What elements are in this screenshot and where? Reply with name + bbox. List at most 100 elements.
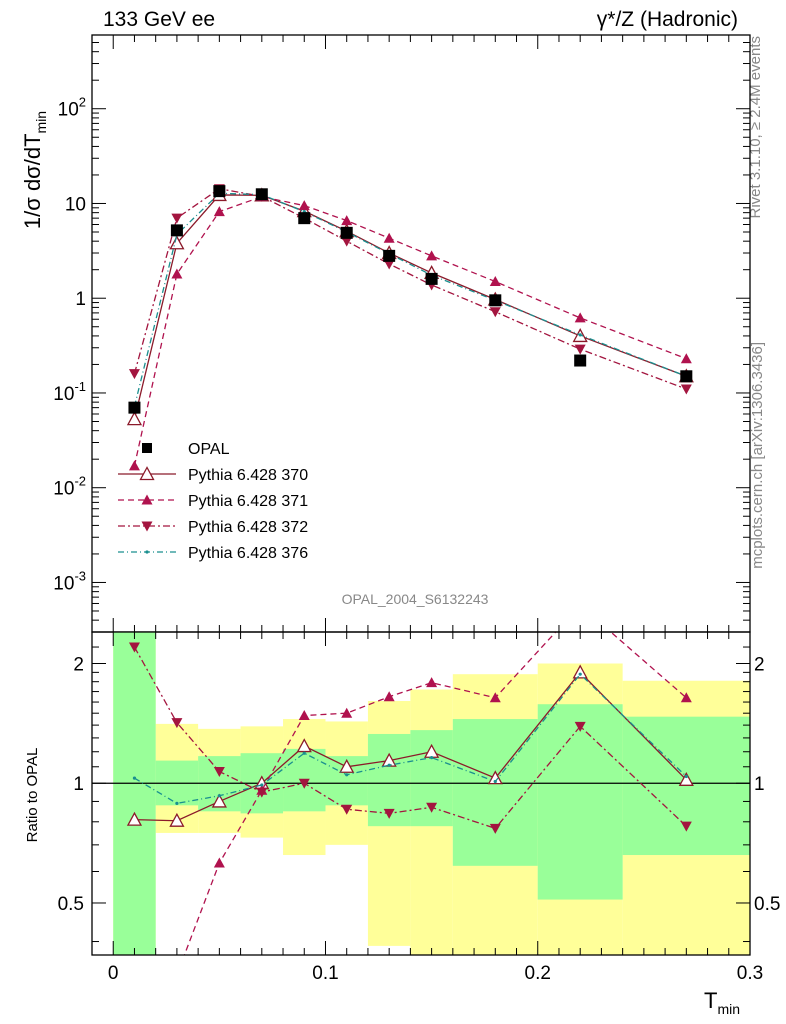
main-plot-area	[126, 184, 694, 471]
ratio-point-p372	[298, 778, 310, 789]
main-point-p371	[298, 200, 310, 211]
ratio-y-tick-label-right: 0.5	[754, 894, 780, 915]
main-point-p372	[489, 307, 501, 318]
x-axis-label: Tmin	[704, 988, 740, 1017]
ratio-point-p370	[169, 812, 185, 827]
main-line-p371	[133, 195, 687, 467]
main-y-axis-label: 1/σ dσ/dTmin	[20, 111, 49, 229]
legend-marker-p371	[141, 494, 153, 505]
ratio-point-p372	[128, 642, 140, 653]
main-point-p371	[213, 206, 225, 217]
main-point-opal	[298, 212, 311, 225]
main-point-p371	[489, 276, 501, 287]
legend-label-p372: Pythia 6.428 372	[188, 519, 308, 536]
main-point-opal	[255, 188, 268, 201]
ratio-point-p370	[339, 758, 355, 773]
main-y-tick-label: 10-1	[53, 379, 86, 405]
legend-label-p371: Pythia 6.428 371	[188, 493, 308, 510]
main-point-p372	[171, 213, 183, 224]
main-point-opal	[213, 185, 226, 198]
x-tick-label: 0.1	[312, 963, 338, 984]
legend-label-p376: Pythia 6.428 376	[188, 545, 308, 562]
ratio-point-p376	[217, 794, 221, 798]
main-panel: 10-3 10-2 10-1 1 10 102 OPAL_2004_S6132243 1/…	[20, 34, 751, 633]
main-point-p372	[680, 384, 692, 395]
main-frame	[91, 34, 751, 633]
x-tick-label: 0.3	[737, 963, 763, 984]
main-y-tick-label: 10	[65, 194, 86, 215]
ratio-frame	[91, 631, 751, 956]
ratio-point-p371	[298, 710, 310, 721]
main-point-p372	[383, 259, 395, 270]
main-point-p371	[680, 353, 692, 364]
main-point-opal	[425, 272, 438, 285]
main-point-opal	[340, 226, 353, 239]
ratio-y-tick-label-left: 1	[73, 774, 84, 795]
ratio-point-p376	[493, 779, 497, 784]
header-left: 133 GeV ee	[103, 8, 215, 31]
ratio-point-p371	[129, 1017, 140, 1024]
main-point-p371	[171, 268, 183, 279]
header-right: γ*/Z (Hadronic)	[597, 8, 738, 31]
ratio-axis-ticks: 0 0.1 0.2 0.3 0.5 0.5 1 1 2 2	[58, 632, 780, 984]
ratio-plot-area	[92, 632, 750, 1024]
ratio-point-p371	[489, 692, 501, 703]
ratio-point-p376	[132, 776, 137, 780]
analysis-label: OPAL_2004_S6132243	[342, 591, 489, 607]
ratio-panel: 0 0.1 0.2 0.3 0.5 0.5 1 1 2 2 Ratio to OPAL Tmin	[24, 631, 780, 1024]
legend-label-opal: OPAL	[188, 441, 230, 458]
ratio-y-tick-label-right: 2	[754, 654, 765, 675]
ratio-point-p371	[213, 857, 225, 868]
ratio-point-p376	[260, 783, 264, 787]
main-point-p372	[574, 344, 586, 355]
ratio-point-p370	[678, 771, 694, 786]
ratio-point-p376	[684, 774, 688, 779]
ratio-point-p376	[387, 763, 391, 767]
ratio-line-p371	[183, 632, 687, 955]
ratio-band-inner	[113, 632, 156, 955]
main-point-p371	[128, 460, 140, 471]
main-line-p372	[133, 188, 687, 390]
legend-marker-p376	[145, 550, 149, 554]
rivet-label: Rivet 3.1.10, ≥ 2.4M events	[747, 36, 764, 219]
ratio-band-inner	[537, 704, 623, 900]
legend-marker-p372	[141, 521, 153, 532]
main-point-opal	[680, 370, 693, 383]
ratio-point-p372	[341, 804, 353, 815]
main-point-p372	[128, 369, 140, 380]
main-point-opal	[489, 294, 502, 307]
ratio-point-p376	[345, 773, 349, 777]
main-point-opal	[383, 249, 396, 262]
ratio-point-p376	[175, 801, 179, 805]
main-point-opal	[170, 224, 183, 237]
ratio-y-tick-label-left: 2	[73, 654, 84, 675]
ratio-point-p370	[572, 664, 588, 679]
main-y-tick-label: 1	[75, 289, 86, 310]
legend-marker-p370	[139, 466, 155, 481]
ratio-point-p370	[487, 770, 503, 785]
ratio-point-p370	[126, 811, 143, 826]
main-point-p376	[578, 333, 582, 337]
ratio-point-p371	[426, 677, 438, 688]
ratio-point-p372	[680, 821, 692, 832]
main-line-p370	[133, 194, 687, 420]
main-point-p371	[383, 232, 395, 243]
main-axis-ticks: 10-3 10-2 10-1 1 10 102	[53, 34, 751, 633]
main-point-opal	[128, 401, 141, 414]
main-point-p372	[341, 236, 353, 247]
ratio-point-p372	[213, 767, 225, 778]
ratio-point-p371	[383, 691, 395, 702]
legend: OPAL Pythia 6.428 370 Pythia 6.428 371 Pyth…	[118, 441, 308, 562]
ratio-y-tick-label-left: 0.5	[58, 894, 84, 915]
main-point-opal	[574, 354, 587, 367]
ratio-point-p372	[171, 718, 183, 729]
ratio-point-p371	[680, 692, 692, 703]
x-tick-label: 0.2	[525, 963, 551, 984]
ratio-point-p372	[256, 787, 268, 798]
main-y-tick-label: 10-2	[53, 474, 86, 500]
ratio-point-p372	[574, 721, 586, 732]
main-point-p370	[126, 411, 143, 426]
main-point-p371	[341, 215, 353, 226]
main-y-tick-label: 10-3	[53, 568, 86, 594]
